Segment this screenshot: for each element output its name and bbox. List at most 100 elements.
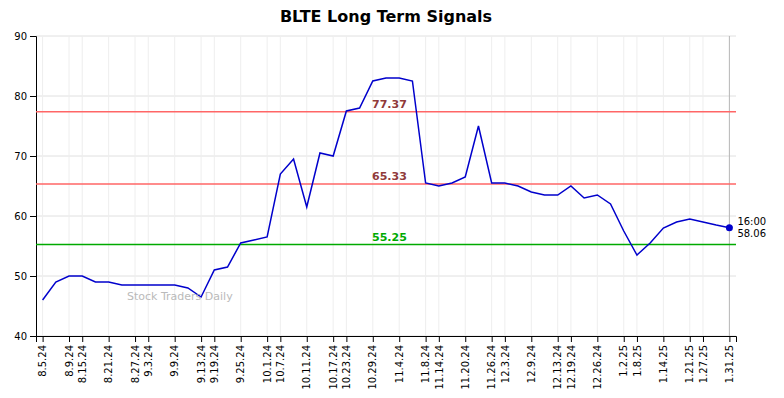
y-tick-label: 40 [14,331,27,342]
plot: 4050607080908.5.248.9.248.15.248.21.248.… [14,31,766,390]
x-tick-label: 8.15.24 [77,345,88,383]
x-tick-label: 11.8.24 [420,345,431,383]
x-tick-label: 10.23.24 [341,345,352,390]
x-tick-label: 11.4.24 [394,345,405,383]
x-tick-mark [109,336,110,342]
y-tick-label: 80 [14,91,27,102]
x-tick-label: 8.21.24 [103,345,114,383]
x-tick-label: 8.9.24 [64,345,75,377]
x-tick: 12.9.24 [526,336,537,383]
x-tick: 10.17.24 [328,336,339,390]
x-tick: 11.14.24 [434,336,445,390]
x-tick-label: 12.3.24 [500,345,511,383]
x-tick-label: 12.19.24 [566,345,577,390]
grid-line [689,36,690,336]
grid-line [346,36,347,336]
x-tick-mark [703,336,704,342]
grid-line [42,36,43,336]
end-line [729,36,730,336]
y-tick: 90 [14,31,36,42]
x-tick-label: 9.19.24 [209,345,220,383]
price-line [43,78,730,300]
x-tick: 1.8.25 [632,336,643,377]
x-tick: 10.7.24 [275,336,286,383]
x-tick: 9.13.24 [196,336,207,383]
x-tick: 8.15.24 [77,336,88,383]
grid-line [663,36,664,336]
x-tick-label: 1.21.25 [684,345,695,383]
grid-line [36,96,736,97]
x-tick-label: 12.9.24 [526,345,537,383]
reference-label: 77.37 [372,98,407,111]
end-marker [726,224,733,231]
watermark: Stock Traders Daily [127,290,233,303]
x-tick: 12.19.24 [566,336,577,390]
x-tick-mark [214,336,215,342]
x-tick-label: 9.3.24 [143,345,154,377]
reference-label: 65.33 [372,170,407,183]
grid-line [82,36,83,336]
grid-line [623,36,624,336]
x-tick-mark [505,336,506,342]
x-tick-label: 1.8.25 [632,345,643,377]
x-tick-mark [597,336,598,342]
grid-line [36,216,736,217]
x-tick-mark [492,336,493,342]
x-axis: 8.5.248.9.248.15.248.21.248.27.249.3.249… [37,336,737,390]
x-tick-label: 1.27.25 [698,345,709,383]
y-axis-line [30,37,37,337]
grid-line [636,36,637,336]
x-tick-label: 12.13.24 [552,345,563,390]
x-tick-mark [201,336,202,342]
grid-line [306,36,307,336]
x-tick: 1.27.25 [698,336,709,383]
grid [36,36,736,336]
x-tick-label: 11.26.24 [486,345,497,390]
x-tick: 11.26.24 [486,336,497,390]
x-tick-mark [399,336,400,342]
x-tick-label: 10.11.24 [301,345,312,390]
marks [36,36,736,336]
x-tick-mark [82,336,83,342]
grid-line [280,36,281,336]
x-tick-label: 12.26.24 [592,345,603,390]
x-tick-label: 10.7.24 [275,345,286,383]
y-tick: 60 [14,211,36,222]
reference-line [36,183,736,185]
x-tick-mark [43,336,44,342]
last-label-line: 58.06 [737,228,766,239]
y-tick-label: 70 [14,151,27,162]
grid-line [333,36,334,336]
x-tick: 11.20.24 [460,336,471,390]
x-tick-mark [148,336,149,342]
x-tick: 9.9.24 [169,336,180,377]
reference-line [36,111,736,113]
x-tick: 10.29.24 [367,336,378,390]
x-tick-label: 9.9.24 [169,345,180,377]
x-tick: 1.21.25 [684,336,695,383]
x-tick-label: 9.25.24 [235,345,246,383]
title: BLTE Long Term Signals [280,7,492,26]
x-tick: 12.13.24 [552,336,563,390]
y-tick-mark [30,36,36,37]
x-tick: 9.19.24 [209,336,220,383]
x-tick: 10.23.24 [341,336,352,390]
grid-line [240,36,241,336]
grid-line [597,36,598,336]
grid-line [557,36,558,336]
reference-label: 55.25 [372,231,407,244]
x-tick-label: 11.14.24 [434,345,445,390]
x-tick-mark [465,336,466,342]
last-label-line: 16:00 [737,216,766,227]
x-tick-mark [241,336,242,342]
x-tick-mark [69,336,70,342]
x-tick-label: 10.29.24 [367,345,378,390]
grid-line [69,36,70,336]
y-tick: 80 [14,91,36,102]
grid-line [729,36,730,336]
x-tick-mark [267,336,268,342]
x-tick-label: 9.13.24 [196,345,207,383]
y-tick-mark [30,156,36,157]
grid-line [267,36,268,336]
grid-line [504,36,505,336]
